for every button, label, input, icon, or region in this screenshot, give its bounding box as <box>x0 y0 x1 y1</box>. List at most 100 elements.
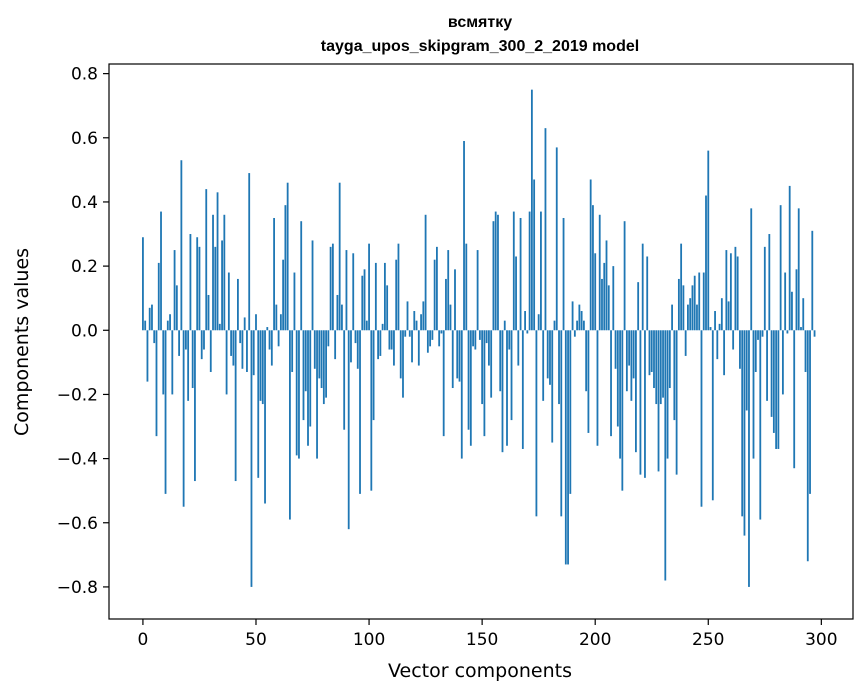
bar-176 <box>540 211 542 331</box>
bar-28 <box>205 189 208 331</box>
bar-291 <box>800 327 802 331</box>
y-tick-label: 0.4 <box>71 193 98 213</box>
bar-42 <box>237 278 239 331</box>
bar-90 <box>345 250 348 331</box>
bar-173 <box>533 179 536 331</box>
bar-150 <box>481 330 484 405</box>
bar-210 <box>616 330 619 427</box>
bar-229 <box>659 330 662 405</box>
bar-211 <box>619 330 621 459</box>
bar-92 <box>350 330 352 363</box>
bar-127 <box>429 330 432 347</box>
bar-248 <box>702 272 705 331</box>
y-axis-label: Components values <box>11 248 33 436</box>
bar-4 <box>151 304 153 331</box>
bar-240 <box>684 330 687 356</box>
bar-112 <box>395 259 398 331</box>
bar-289 <box>795 269 798 331</box>
bar-199 <box>592 205 594 331</box>
bar-295 <box>809 330 811 494</box>
bar-264 <box>739 330 741 369</box>
bar-151 <box>483 330 486 437</box>
bar-220 <box>639 330 642 475</box>
bar-281 <box>777 330 780 449</box>
bar-73 <box>307 330 309 446</box>
bar-132 <box>440 330 443 334</box>
y-axis-ticks: −0.8 −0.6 −0.4 −0.2 0.0 0.2 0.4 0.6 0.8 <box>57 65 109 598</box>
bar-81 <box>325 330 327 398</box>
bar-138 <box>454 269 456 331</box>
bar-234 <box>671 304 673 331</box>
bar-269 <box>750 208 753 331</box>
bar-131 <box>438 330 441 347</box>
bar-198 <box>589 179 592 331</box>
bar-33 <box>216 192 219 331</box>
bar-232 <box>666 330 669 459</box>
bar-215 <box>628 330 631 366</box>
bar-135 <box>447 250 450 331</box>
bar-226 <box>653 330 655 389</box>
bar-39 <box>230 330 233 356</box>
bar-263 <box>736 256 739 331</box>
bar-181 <box>551 330 554 443</box>
bar-275 <box>763 246 766 331</box>
bar-192 <box>576 320 579 331</box>
bar-204 <box>603 262 606 331</box>
bar-254 <box>716 330 719 360</box>
bar-242 <box>689 298 692 331</box>
bar-106 <box>381 323 384 331</box>
bar-20 <box>187 330 190 401</box>
bar-80 <box>322 330 325 405</box>
bar-65 <box>289 330 291 520</box>
bar-250 <box>707 150 710 331</box>
bar-168 <box>521 330 524 449</box>
bar-140 <box>458 330 461 382</box>
y-tick-label: 0.0 <box>71 321 98 341</box>
bar-203 <box>601 278 603 331</box>
bar-117 <box>406 301 409 331</box>
bar-160 <box>503 320 506 331</box>
bar-96 <box>359 330 361 494</box>
bar-251 <box>709 327 712 331</box>
bar-217 <box>632 330 635 379</box>
bar-243 <box>691 285 694 331</box>
bar-162 <box>508 330 511 350</box>
bar-51 <box>257 330 260 478</box>
bar-108 <box>386 285 389 331</box>
bar-62 <box>282 259 285 331</box>
bar-260 <box>729 253 732 331</box>
bar-282 <box>779 205 782 331</box>
bar-98 <box>363 269 366 331</box>
bar-95 <box>356 330 359 369</box>
bar-125 <box>424 214 427 331</box>
bar-41 <box>234 330 237 482</box>
bar-128 <box>431 330 434 340</box>
bar-110 <box>390 330 393 350</box>
bar-50 <box>255 314 257 331</box>
bar-70 <box>300 221 303 331</box>
bar-205 <box>605 240 608 331</box>
bar-187 <box>564 330 567 565</box>
bar-182 <box>553 320 556 331</box>
bar-30 <box>209 330 212 372</box>
y-tick-label: 0.8 <box>71 65 98 85</box>
bar-231 <box>664 330 667 581</box>
bar-142 <box>463 140 465 331</box>
bar-265 <box>741 330 744 517</box>
bar-61 <box>279 314 282 331</box>
bar-114 <box>399 330 402 379</box>
chart-title-line2: tayga_upos_skipgram_300_2_2019 model <box>321 38 639 55</box>
bar-130 <box>436 246 438 331</box>
bar-266 <box>743 330 746 536</box>
bar-271 <box>754 330 757 372</box>
bar-119 <box>411 330 413 363</box>
x-axis-label: Vector components <box>388 660 572 682</box>
bar-186 <box>562 217 565 331</box>
bar-129 <box>433 259 436 331</box>
bar-178 <box>544 128 547 331</box>
bar-5 <box>153 330 156 344</box>
bar-120 <box>413 311 416 331</box>
bar-18 <box>182 330 185 507</box>
bar-221 <box>641 243 644 331</box>
bar-293 <box>804 330 807 372</box>
